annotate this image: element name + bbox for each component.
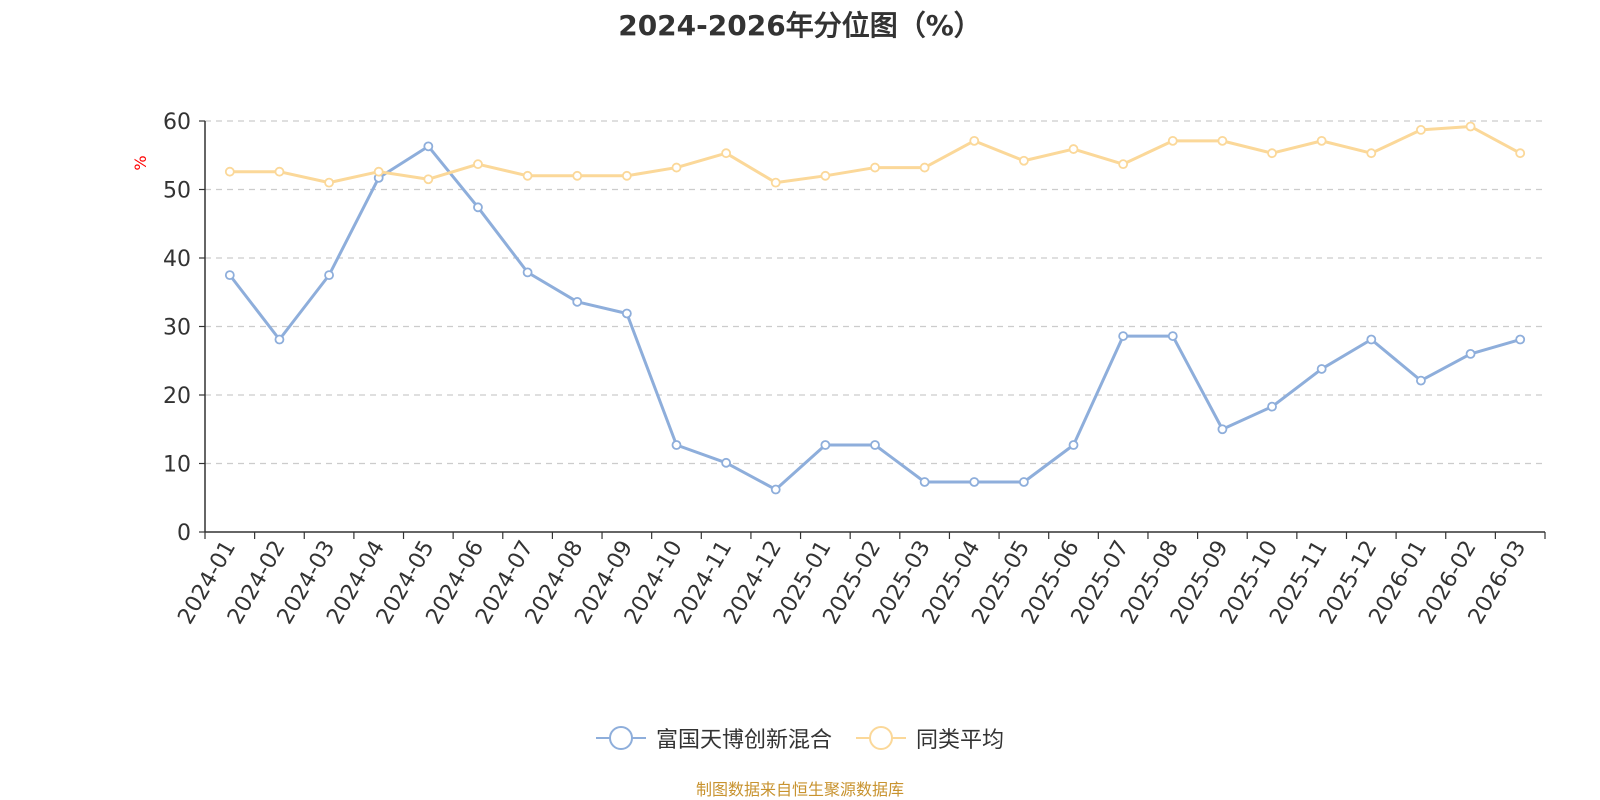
data-point[interactable] [1018,155,1029,166]
grid-lines [205,120,1545,465]
legend: 富国天博创新混合 同类平均 [0,722,1600,754]
y-tick-label: 50 [163,179,191,204]
series-2 [224,121,1526,188]
legend-item-series-1[interactable]: 富国天博创新混合 [595,722,832,754]
chart-title: 2024-2026年分位图（%） [618,9,982,42]
data-point[interactable] [1465,121,1476,132]
data-point[interactable] [671,162,682,173]
y-tick-label: 10 [163,453,191,478]
data-point[interactable] [919,477,930,487]
data-point[interactable] [1515,334,1526,345]
data-point[interactable] [721,148,732,159]
data-point[interactable] [919,162,930,173]
axes: 01020304050602024-012024-022024-032024-0… [163,110,1546,629]
legend-label-series-2: 同类平均 [916,728,1005,753]
data-point[interactable] [1167,331,1178,341]
data-point[interactable] [324,177,334,188]
data-point[interactable] [1118,159,1129,170]
y-tick-label: 60 [163,110,191,135]
data-point[interactable] [1217,135,1228,146]
data-point[interactable] [1316,135,1327,146]
data-point[interactable] [473,202,483,213]
data-point[interactable] [1465,348,1476,359]
data-point[interactable] [324,270,334,281]
data-point[interactable] [1515,148,1526,159]
series [224,121,1526,495]
y-tick-label: 20 [163,384,191,409]
data-point[interactable] [671,440,682,450]
y-axis-label: % [131,155,150,170]
data-point[interactable] [770,484,781,495]
data-point[interactable] [770,177,781,188]
data-point[interactable] [1316,364,1327,374]
data-point[interactable] [621,308,632,319]
data-point[interactable] [473,159,483,170]
y-tick-label: 0 [177,521,191,546]
data-point[interactable] [224,270,235,281]
data-point[interactable] [572,296,583,307]
data-point[interactable] [820,440,831,450]
series-line [228,144,1521,492]
data-point[interactable] [522,267,533,278]
data-point[interactable] [969,135,980,146]
data-point[interactable] [423,174,434,185]
data-point[interactable] [870,162,880,173]
series-1 [224,141,1526,495]
data-point[interactable] [621,170,632,181]
data-point[interactable] [969,477,980,487]
data-point[interactable] [1366,334,1377,345]
data-point[interactable] [1267,148,1277,159]
data-point[interactable] [1267,401,1277,412]
data-point[interactable] [274,166,285,177]
data-point[interactable] [1416,375,1426,386]
legend-label-series-1: 富国天博创新混合 [655,728,832,753]
data-point[interactable] [572,170,583,181]
data-point[interactable] [373,166,384,177]
legend-swatch-series-2 [856,725,906,751]
y-tick-label: 40 [163,247,191,272]
data-point[interactable] [1167,135,1178,146]
data-point[interactable] [1416,125,1426,135]
data-point[interactable] [423,141,434,152]
data-point[interactable] [870,440,880,450]
data-point[interactable] [721,457,732,468]
data-point[interactable] [522,170,533,181]
legend-swatch-series-1 [595,725,646,751]
data-point[interactable] [1118,331,1129,341]
data-point[interactable] [1068,440,1079,450]
y-tick-label: 30 [163,316,191,341]
data-point[interactable] [274,334,285,345]
data-point[interactable] [224,166,235,177]
data-point[interactable] [1068,144,1079,154]
data-point[interactable] [1217,424,1228,435]
data-point[interactable] [1018,477,1029,487]
source-note: 制图数据来自恒生聚源数据库 [695,780,904,799]
data-point[interactable] [1366,148,1377,159]
data-point[interactable] [820,170,831,181]
legend-item-series-2[interactable]: 同类平均 [856,722,1004,754]
series-line [229,124,1521,185]
